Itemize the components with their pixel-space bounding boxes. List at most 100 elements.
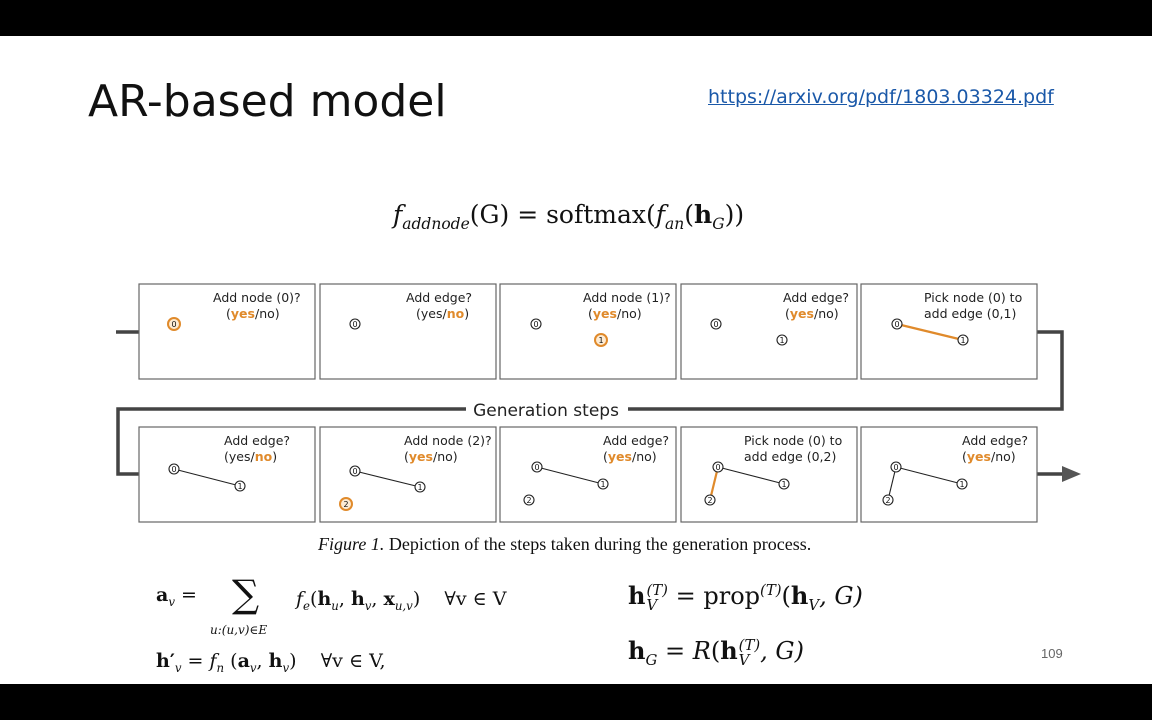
option-no: no: [995, 449, 1011, 464]
graph-edge: [895, 466, 963, 485]
node-label: 0: [713, 320, 718, 329]
flow-arrow-head: [1062, 466, 1081, 482]
step-question: Add node (0)?: [213, 290, 301, 305]
graph-node: [531, 461, 543, 473]
step-options: (yes/no): [226, 306, 280, 321]
node-label: 1: [417, 483, 422, 492]
node-label: 1: [600, 480, 605, 489]
node-label: 0: [893, 463, 898, 472]
slide-title: AR-based model: [88, 76, 447, 127]
step-box-2: Add edge?(yes/no) 0: [319, 283, 497, 380]
step-box-10: Add edge?(yes/no) 0 1 2: [860, 426, 1038, 523]
update-equation: h′v = fn (av, hv) ∀v ∈ V,: [156, 650, 386, 675]
graph-node: [776, 334, 788, 346]
step-question: Add edge?: [406, 290, 472, 305]
message-equation: av =: [156, 584, 197, 609]
slide: AR-based model https://arxiv.org/pdf/180…: [0, 36, 1152, 684]
graph-edge: [173, 468, 241, 487]
node-label: 0: [894, 320, 899, 329]
step-question: Add edge?: [962, 433, 1028, 448]
step-options: add edge (0,2): [744, 449, 836, 464]
step-box-frame: [499, 426, 677, 523]
step-options: (yes/no): [603, 449, 657, 464]
step-box-frame: [138, 426, 316, 523]
sum-symbol: ∑: [232, 572, 260, 616]
step-options: (yes/no): [416, 306, 469, 321]
addnode-equation: faddnode(G) = softmax(fan(hG)): [393, 200, 745, 233]
readout-equation: hG = R(h (T) V, G): [628, 635, 804, 669]
step-box-4: Add edge?(yes/no) 0 1: [680, 283, 858, 380]
new-edge: [708, 466, 720, 501]
option-no: no: [447, 306, 465, 321]
step-box-frame: [319, 426, 497, 523]
step-box-frame: [680, 283, 858, 380]
step-options: (yes/no): [404, 449, 458, 464]
graph-edge: [536, 466, 604, 485]
sum-index: u:(u,v)∈E: [210, 623, 268, 637]
step-question: Pick node (0) to: [924, 290, 1022, 305]
step-question: Add edge?: [603, 433, 669, 448]
option-no: no: [818, 306, 834, 321]
option-no: no: [255, 449, 273, 464]
option-no: no: [636, 449, 652, 464]
graph-node: [168, 463, 180, 475]
graph-node: [349, 465, 361, 477]
option-yes: yes: [790, 306, 814, 321]
graph-node: [712, 461, 724, 473]
graph-node: [957, 334, 969, 346]
graph-node: [597, 478, 609, 490]
node-label: 0: [171, 465, 176, 474]
graph-edge: [717, 466, 785, 485]
figure-caption: Figure 1. Depiction of the steps taken d…: [318, 534, 812, 554]
option-no: no: [437, 449, 453, 464]
option-yes: yes: [229, 449, 251, 464]
node-label: 1: [960, 336, 965, 345]
new-node: [167, 317, 181, 331]
node-label: 0: [171, 320, 176, 329]
message-equation-rhs: fe(hu, hv, xu,v) ∀v ∈ V: [296, 588, 507, 613]
option-no: no: [621, 306, 637, 321]
arxiv-link[interactable]: https://arxiv.org/pdf/1803.03324.pdf: [708, 86, 1054, 108]
propagation-equation: h (T) V = prop(T)(hV, G): [628, 580, 863, 614]
node-label: 0: [352, 320, 357, 329]
step-box-1: Add node (0)?(yes/no) 0: [138, 283, 316, 380]
page-number: 109: [1041, 646, 1063, 661]
step-box-frame: [680, 426, 858, 523]
graph-node: [234, 480, 246, 492]
option-yes: yes: [593, 306, 617, 321]
node-label: 0: [715, 463, 720, 472]
step-options: add edge (0,1): [924, 306, 1016, 321]
step-question: Add node (1)?: [583, 290, 671, 305]
node-label: 0: [534, 463, 539, 472]
step-box-7: Add node (2)?(yes/no) 0 1 2: [319, 426, 497, 523]
step-box-frame: [860, 283, 1038, 380]
graph-edge: [354, 470, 421, 488]
step-box-3: Add node (1)?(yes/no) 0 1: [499, 283, 677, 380]
node-label: 0: [533, 320, 538, 329]
generation-steps-label: Generation steps: [473, 401, 619, 421]
graph-node: [414, 481, 426, 493]
step-options: (yes/no): [785, 306, 839, 321]
new-node: [594, 333, 608, 347]
step-box-8: Add edge?(yes/no) 0 1 2: [499, 426, 677, 523]
graph-node: [890, 461, 902, 473]
new-node: [339, 497, 353, 511]
graph-node: [956, 478, 968, 490]
option-yes: yes: [409, 449, 433, 464]
node-label: 1: [781, 480, 786, 489]
node-label: 1: [779, 336, 784, 345]
step-box-frame: [138, 283, 316, 380]
option-yes: yes: [967, 449, 991, 464]
node-label: 2: [707, 496, 712, 505]
node-label: 0: [352, 467, 357, 476]
step-question: Add edge?: [783, 290, 849, 305]
graph-node: [778, 478, 790, 490]
step-box-frame: [319, 283, 497, 380]
option-yes: yes: [421, 306, 443, 321]
graph-node: [882, 494, 894, 506]
node-label: 2: [343, 500, 348, 509]
